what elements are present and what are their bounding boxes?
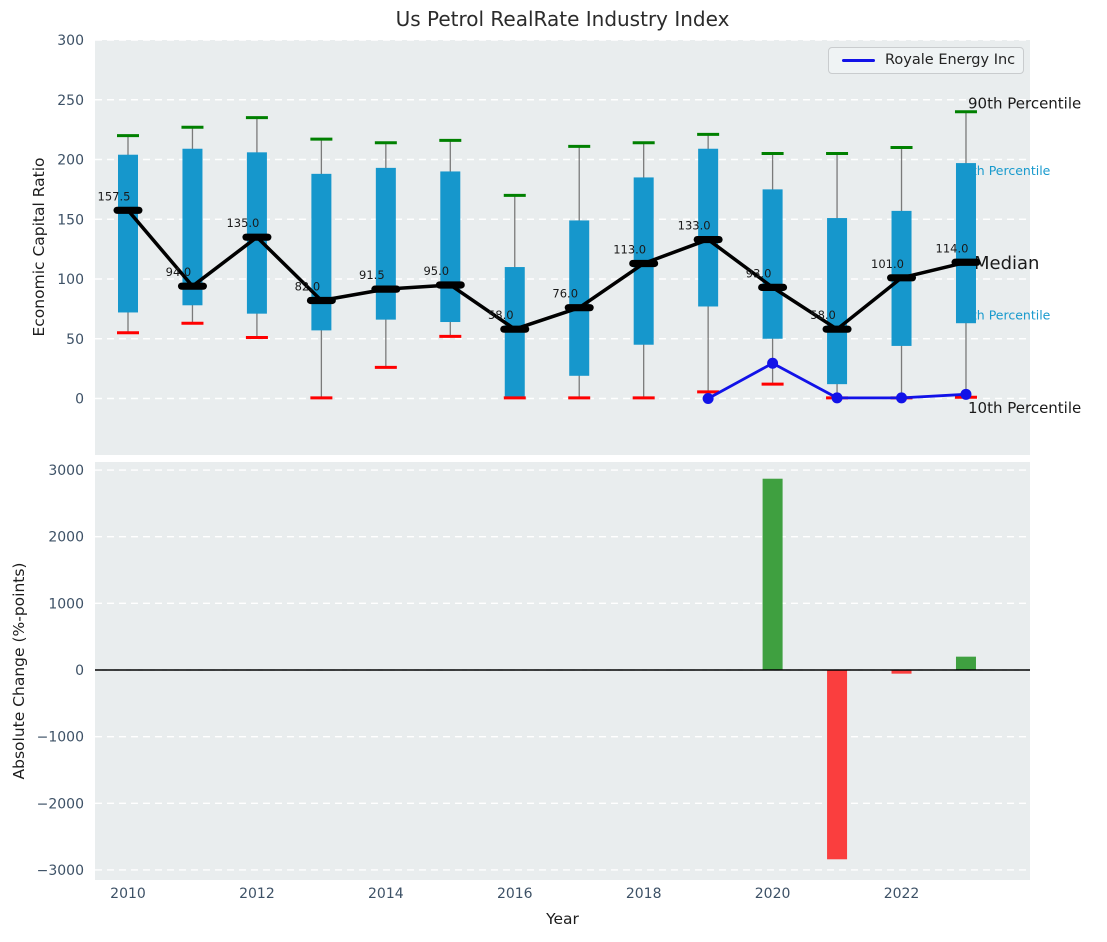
median-value-label-2017: 76.0 bbox=[552, 287, 578, 301]
median-marker-2019 bbox=[693, 235, 723, 244]
iqr-box-2013 bbox=[311, 173, 332, 331]
top-ytick-label: 100 bbox=[57, 272, 84, 288]
bottom-ytick-label: −3000 bbox=[37, 863, 84, 879]
median-marker-2017 bbox=[564, 304, 594, 312]
top-ytick-label: 0 bbox=[75, 392, 84, 408]
median-value-label-2022: 101.0 bbox=[871, 257, 904, 271]
legend-label: Royale Energy Inc bbox=[885, 52, 1016, 69]
iqr-box-2010 bbox=[118, 154, 138, 313]
top-ytick-label: 250 bbox=[57, 93, 84, 109]
top-ytick-label: 300 bbox=[57, 33, 84, 49]
top-ytick-label: 200 bbox=[57, 153, 84, 169]
median-value-label-2016: 58.0 bbox=[488, 308, 514, 322]
median-value-label-2013: 82.0 bbox=[295, 280, 321, 294]
annotation-90th-percentile: 90th Percentile bbox=[968, 95, 1081, 113]
bottom-ytick-label: −1000 bbox=[37, 730, 84, 746]
median-value-label-2020: 93.0 bbox=[746, 266, 772, 280]
median-value-label-2021: 58.0 bbox=[810, 308, 836, 322]
median-marker-2023 bbox=[951, 258, 981, 266]
median-marker-2016 bbox=[500, 325, 530, 333]
company-point-2023 bbox=[960, 388, 972, 400]
legend-line-swatch bbox=[842, 59, 875, 62]
median-marker-2013 bbox=[306, 296, 336, 305]
company-point-2022 bbox=[896, 392, 908, 404]
iqr-box-2017 bbox=[569, 220, 590, 376]
median-value-label-2012: 135.0 bbox=[226, 216, 259, 230]
xtick-label-2022: 2022 bbox=[884, 886, 920, 902]
change-bar-2021 bbox=[827, 670, 848, 860]
bottom-ytick-label: 0 bbox=[75, 663, 84, 679]
company-point-2020 bbox=[767, 357, 779, 369]
bottom-ytick-label: 3000 bbox=[48, 463, 84, 479]
bottom-ytick-label: 2000 bbox=[48, 530, 84, 546]
median-marker-2012 bbox=[242, 233, 272, 241]
median-value-label-2018: 113.0 bbox=[613, 242, 646, 256]
median-marker-2015 bbox=[435, 281, 465, 289]
bottom-y-axis-label: Absolute Change (%-points) bbox=[10, 562, 28, 780]
xtick-label-2018: 2018 bbox=[626, 886, 662, 902]
median-marker-2022 bbox=[887, 274, 917, 282]
change-bar-2022 bbox=[891, 670, 912, 674]
iqr-box-2015 bbox=[440, 171, 461, 323]
xtick-label-2016: 2016 bbox=[497, 886, 533, 902]
median-marker-2011 bbox=[177, 282, 207, 290]
median-marker-2018 bbox=[629, 259, 659, 268]
annotation-10th-percentile: 10th Percentile bbox=[968, 399, 1081, 417]
xtick-label-2012: 2012 bbox=[239, 886, 275, 902]
iqr-box-2023 bbox=[955, 163, 976, 324]
xtick-label-2014: 2014 bbox=[368, 886, 404, 902]
bottom-ytick-label: −2000 bbox=[37, 796, 84, 812]
iqr-box-2021 bbox=[827, 218, 848, 385]
company-point-2021 bbox=[831, 392, 843, 404]
median-value-label-2010: 157.5 bbox=[98, 189, 131, 203]
legend: Royale Energy Inc bbox=[828, 47, 1024, 74]
iqr-box-2011 bbox=[182, 148, 203, 306]
median-value-label-2011: 94.0 bbox=[166, 265, 192, 279]
iqr-box-2014 bbox=[375, 167, 396, 320]
change-bar-2023 bbox=[955, 656, 976, 670]
iqr-box-2019 bbox=[698, 148, 719, 307]
iqr-box-2020 bbox=[762, 189, 783, 339]
annotation-median: Median bbox=[974, 253, 1039, 274]
bottom-ytick-label: 1000 bbox=[48, 596, 84, 612]
change-bar-2020 bbox=[762, 478, 783, 670]
top-ytick-label: 50 bbox=[66, 332, 84, 348]
company-point-2019 bbox=[702, 393, 714, 404]
annotation-75th-percentile: 75th Percentile bbox=[956, 163, 1051, 178]
chart-title: Us Petrol RealRate Industry Index bbox=[395, 7, 730, 31]
xtick-label-2010: 2010 bbox=[110, 886, 146, 902]
top-ytick-label: 150 bbox=[57, 212, 84, 228]
iqr-box-2012 bbox=[246, 152, 267, 314]
median-value-label-2014: 91.5 bbox=[359, 268, 385, 282]
top-plot-background bbox=[95, 40, 1030, 455]
median-marker-2021 bbox=[822, 325, 852, 333]
bottom-plot-background bbox=[95, 462, 1030, 880]
median-marker-2014 bbox=[371, 285, 401, 293]
median-value-label-2015: 95.0 bbox=[423, 264, 449, 278]
median-marker-2020 bbox=[758, 283, 788, 291]
x-axis-label: Year bbox=[546, 910, 579, 928]
median-marker-2010 bbox=[113, 206, 143, 214]
xtick-label-2020: 2020 bbox=[755, 886, 791, 902]
top-y-axis-label: Economic Capital Ratio bbox=[30, 157, 48, 337]
annotation-25th-percentile: 25th Percentile bbox=[956, 307, 1051, 322]
median-line bbox=[126, 209, 967, 331]
median-value-label-2023: 114.0 bbox=[936, 241, 969, 255]
median-value-label-2019: 133.0 bbox=[678, 219, 711, 233]
